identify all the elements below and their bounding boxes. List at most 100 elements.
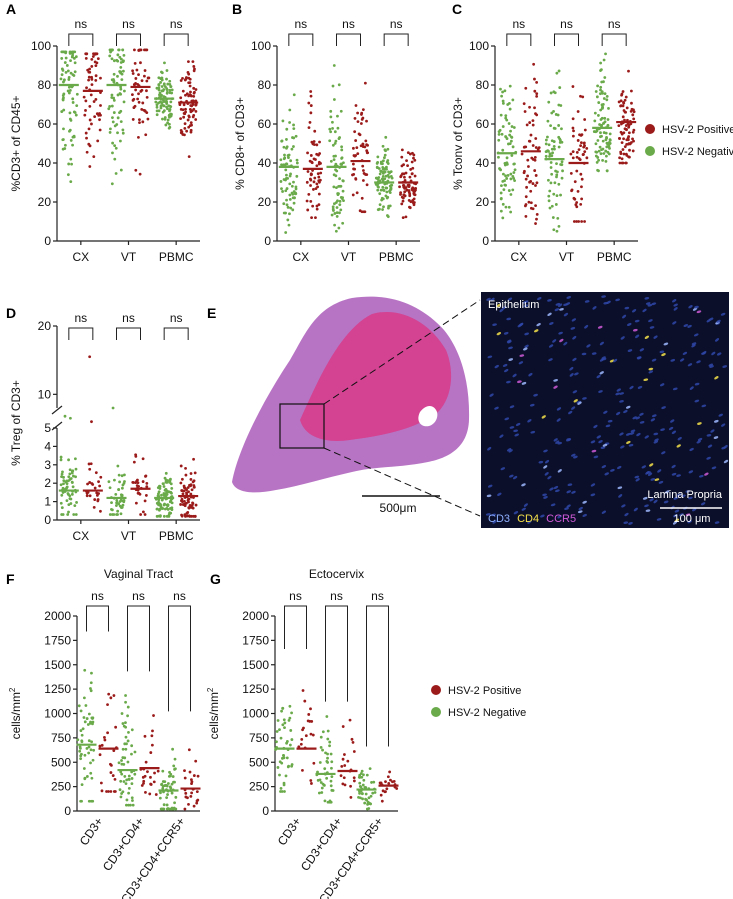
data-point [143,513,147,516]
data-point [328,139,332,143]
data-point [72,56,76,60]
data-point [279,158,283,162]
data-point [365,183,369,187]
data-point [624,127,628,131]
data-point [123,480,126,483]
cell-nucleus [671,464,676,469]
data-point [534,137,538,140]
data-point [501,90,504,94]
data-point [631,113,635,117]
data-point [119,109,123,113]
data-point [576,190,580,193]
data-point [112,790,116,793]
panel-label-c: C [452,1,462,17]
data-point [318,761,322,764]
data-point [332,158,336,162]
data-point [376,155,380,159]
cell-nucleus [536,323,541,327]
data-point [410,188,414,192]
data-point [90,57,94,61]
cell-nucleus [513,429,518,433]
data-point [84,704,88,707]
data-point [68,89,72,92]
cell-nucleus [624,306,630,310]
data-point [383,170,387,174]
data-point [112,111,116,114]
data-point [406,164,409,168]
cell-nucleus [672,299,677,303]
cell-nucleus [627,349,633,352]
data-point [185,76,188,79]
data-point [123,756,127,760]
data-point [378,203,382,207]
cell-nucleus [507,448,512,452]
data-point [115,504,118,507]
data-point [110,182,114,186]
significance-label: ns [294,17,307,31]
y-tick-label: 500 [51,755,71,769]
data-point [98,744,102,748]
cell-nucleus [670,358,676,362]
cell-nucleus [648,367,654,371]
data-point [307,193,311,196]
data-point [164,783,168,787]
data-point [62,127,65,131]
data-point [111,116,114,120]
data-point [378,192,382,196]
data-point [359,122,363,125]
data-point [370,781,373,784]
data-point [160,498,164,502]
data-point [548,154,551,158]
data-point [544,142,548,146]
cell-nucleus [681,494,686,498]
cell-nucleus [641,465,647,469]
data-point [504,135,508,138]
data-point [190,488,194,492]
cell-nucleus [714,376,719,380]
data-point [163,117,167,121]
data-point [157,503,161,507]
data-point [620,141,624,145]
data-point [184,107,187,111]
data-point [90,671,93,675]
data-point [570,189,573,193]
y-tick-label: 2000 [44,609,71,623]
data-point [310,216,313,220]
data-point [185,511,189,515]
data-point [285,198,288,202]
cell-nucleus [544,459,550,464]
data-point [405,189,409,192]
data-point [371,791,375,795]
cell-nucleus [615,298,620,302]
cell-nucleus [533,393,538,397]
data-point [96,139,100,143]
data-point [601,106,604,110]
data-point [499,113,503,117]
data-point [135,68,139,72]
data-point [381,208,384,211]
data-point [585,156,589,160]
data-point [593,111,597,115]
data-point [398,185,401,189]
cell-nucleus [706,434,712,437]
data-point [281,190,284,193]
data-point [148,792,152,796]
data-point [159,791,162,795]
cell-nucleus [597,325,603,329]
data-point [158,796,162,800]
data-point [575,150,579,154]
data-point [195,799,199,803]
data-point [352,776,356,780]
data-point [107,480,111,484]
data-point [379,169,383,173]
data-point [306,151,309,155]
data-point [632,110,636,114]
data-point [283,163,287,167]
stain-cd4: CD4 [517,513,539,525]
data-point [290,738,294,741]
data-point [127,777,131,781]
cell-nucleus [566,296,572,299]
data-point [74,113,78,117]
data-point [511,98,515,102]
significance-label: ns [512,17,525,31]
